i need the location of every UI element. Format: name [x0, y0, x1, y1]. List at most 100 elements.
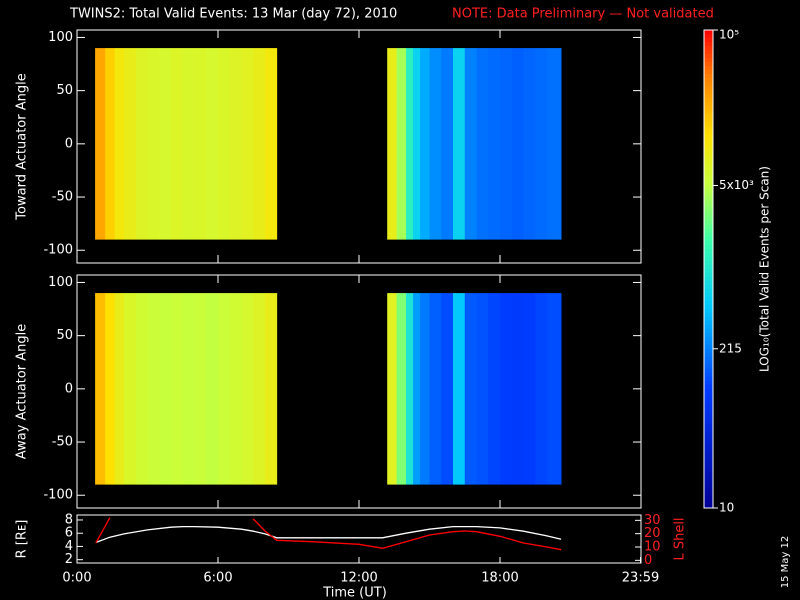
colorbar-swatch: [704, 328, 713, 334]
colorbar-swatch: [704, 396, 713, 401]
heat-cell: [135, 293, 148, 485]
heat-cell: [159, 48, 172, 240]
heat-cell: [124, 48, 137, 240]
heat-cell: [406, 293, 414, 485]
x-axis-label: Time (UT): [322, 586, 387, 600]
colorbar-swatch: [704, 356, 713, 362]
heat-cell: [114, 293, 125, 485]
colorbar-swatch: [704, 380, 713, 386]
heat-cell: [523, 48, 536, 240]
colorbar-swatch: [704, 113, 713, 119]
colorbar-swatch: [704, 209, 713, 214]
heat-cell: [547, 293, 562, 485]
colorbar-swatch: [704, 33, 713, 39]
y-tick-label: 8: [65, 512, 73, 527]
series-line: [95, 525, 562, 544]
colorbar-swatch: [704, 193, 713, 198]
colorbar-swatch: [704, 364, 713, 370]
colorbar-swatch: [704, 272, 713, 278]
colorbar-tick-label: 215: [719, 341, 742, 355]
colorbar-swatch: [704, 233, 713, 238]
colorbar-swatch: [704, 149, 713, 154]
heat-cell: [420, 293, 430, 485]
x-tick-label: 23:59: [622, 571, 659, 586]
colorbar-swatch: [704, 53, 713, 59]
colorbar-swatch: [704, 436, 713, 441]
heat-cell: [500, 293, 513, 485]
colorbar-swatch: [704, 241, 713, 246]
heat-cell: [95, 48, 106, 240]
colorbar-swatch: [704, 452, 713, 457]
colorbar-swatch: [704, 492, 713, 497]
y2-tick-label: 20: [644, 526, 661, 541]
heat-cell: [441, 293, 454, 485]
colorbar-swatch: [704, 105, 713, 111]
heat-cell: [476, 48, 489, 240]
colorbar-swatch: [704, 360, 713, 366]
heat-cell: [171, 48, 184, 240]
heat-cell: [241, 48, 254, 240]
colorbar-swatch: [704, 288, 713, 294]
colorbar-swatch: [704, 101, 713, 107]
colorbar-swatch: [704, 121, 713, 127]
colorbar-swatch: [704, 169, 713, 174]
heat-cell: [476, 293, 489, 485]
colorbar-swatch: [704, 320, 713, 326]
heat-cell: [523, 293, 536, 485]
colorbar-swatch: [704, 197, 713, 202]
heat-cell: [114, 48, 125, 240]
y-tick-label: 100: [48, 30, 73, 45]
colorbar-swatch: [704, 308, 713, 314]
colorbar-swatch: [704, 460, 713, 465]
heat-cell: [182, 48, 195, 240]
heat-cell: [488, 48, 501, 240]
colorbar-swatch: [704, 145, 713, 150]
heat-cell: [147, 293, 160, 485]
colorbar-swatch: [704, 189, 713, 194]
heat-cell: [253, 48, 266, 240]
heat-cell: [387, 48, 397, 240]
colorbar-swatch: [704, 344, 713, 350]
colorbar-swatch: [704, 424, 713, 429]
y-axis-label: R [Rᴇ]: [15, 520, 30, 559]
colorbar-swatch: [704, 336, 713, 342]
y2-axis-label: L Shell: [673, 517, 688, 560]
heat-cell: [182, 293, 195, 485]
colorbar-swatch: [704, 161, 713, 166]
x-tick-label: 6:00: [203, 571, 232, 586]
colorbar-swatch: [704, 217, 713, 222]
colorbar-swatch: [704, 133, 713, 139]
series-line: [95, 517, 562, 551]
colorbar-swatch: [704, 181, 713, 186]
colorbar-swatch: [704, 496, 713, 501]
colorbar-swatch: [704, 484, 713, 489]
colorbar-swatch: [704, 125, 713, 131]
colorbar-swatch: [704, 280, 713, 286]
colorbar-swatch: [704, 444, 713, 449]
y-tick-label: 50: [56, 328, 73, 343]
colorbar-swatch: [704, 392, 713, 397]
colorbar-swatch: [704, 77, 713, 83]
colorbar-swatch: [704, 237, 713, 242]
colorbar-swatch: [704, 137, 713, 143]
colorbar-swatch: [704, 428, 713, 433]
colorbar-swatch: [704, 37, 713, 43]
colorbar-swatch: [704, 225, 713, 230]
heat-cell: [535, 293, 548, 485]
y-tick-label: -100: [43, 488, 73, 503]
x-tick-label: 18:00: [481, 571, 518, 586]
colorbar-frame: [703, 29, 714, 509]
y-tick-label: 100: [48, 275, 73, 290]
colorbar-swatch: [704, 408, 713, 413]
heat-cell: [511, 293, 524, 485]
colorbar-swatch: [704, 129, 713, 135]
colorbar-swatch: [704, 304, 713, 310]
y-tick-label: 2: [65, 552, 73, 567]
colorbar-swatch: [704, 165, 713, 170]
colorbar-swatch: [704, 432, 713, 437]
heat-cell: [124, 293, 137, 485]
chart-title: TWINS2: Total Valid Events: 13 Mar (day …: [69, 7, 397, 22]
heat-cell: [387, 293, 397, 485]
y-tick-label: -50: [52, 190, 73, 205]
heat-cell: [218, 48, 231, 240]
